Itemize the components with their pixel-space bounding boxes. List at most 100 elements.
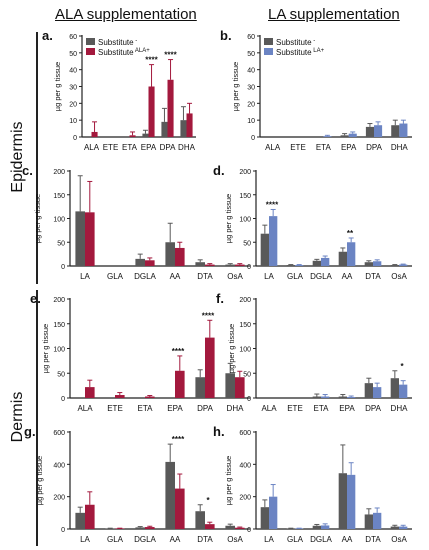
bar-c-AA-s1: [175, 247, 185, 266]
bar-d-DTA-s1: [373, 261, 382, 266]
bar-d-DGLA-s1: [321, 257, 330, 266]
x-tick-label-f: EPA: [339, 404, 355, 413]
bar-e-DPA-s1: [205, 337, 215, 398]
y-tick-label-c: 50: [57, 240, 65, 247]
y-tick-label-b: 10: [247, 118, 255, 125]
panel-letter-b: b.: [220, 28, 232, 43]
y-tick-label-d: 50: [243, 240, 251, 247]
x-tick-label-h: AA: [342, 535, 353, 544]
x-tick-label-a: DPA: [160, 143, 177, 152]
bar-f-DHA-s1: [399, 384, 408, 398]
y-axis-label-d: µg per g tissue: [224, 194, 233, 243]
x-tick-label-d: AA: [342, 272, 353, 281]
significance-d: **: [347, 229, 354, 238]
bar-c-OsA-s1: [235, 264, 245, 266]
bar-a-EPA-s0: [142, 133, 149, 137]
bar-e-ALA-s1: [85, 387, 95, 398]
y-tick-label-h: 200: [239, 495, 251, 502]
y-tick-label-d: 0: [247, 264, 251, 271]
x-tick-label-a: DHA: [178, 143, 196, 152]
bar-d-OsA-s1: [399, 264, 408, 266]
bar-f-ETA-s0: [312, 396, 321, 398]
x-tick-label-b: EPA: [341, 143, 357, 152]
y-tick-label-a: 40: [69, 68, 77, 75]
bar-c-DTA-s1: [205, 264, 215, 266]
significance-g: ****: [172, 435, 185, 444]
x-tick-label-c: AA: [170, 272, 181, 281]
significance-e: ****: [202, 311, 215, 320]
x-tick-label-f: ETA: [314, 404, 330, 413]
y-axis-label-h: µg per g tissue: [224, 456, 233, 505]
y-axis-label-b: µg per g tissue: [231, 62, 240, 111]
bar-f-EPA-s0: [338, 396, 347, 398]
y-tick-label-d: 100: [239, 217, 251, 224]
x-tick-label-f: DPA: [365, 404, 382, 413]
bar-c-DGLA-s0: [135, 258, 145, 266]
bar-a-DHA-s1: [186, 113, 193, 137]
bar-h-OsA-s1: [399, 526, 408, 529]
x-tick-label-f: DHA: [391, 404, 409, 413]
y-tick-label-a: 0: [73, 135, 77, 142]
x-tick-label-g: OsA: [227, 535, 243, 544]
panel-letter-c: c.: [22, 163, 33, 178]
bar-g-OsA-s0: [225, 525, 235, 529]
y-tick-label-h: 400: [239, 462, 251, 469]
x-tick-label-e: EPA: [167, 404, 183, 413]
x-tick-label-c: DGLA: [134, 272, 156, 281]
x-tick-label-d: LA: [264, 272, 274, 281]
x-tick-label-d: DGLA: [310, 272, 332, 281]
bar-f-EPA-s1: [347, 397, 356, 398]
bar-b-DPA-s1: [374, 125, 383, 137]
x-tick-label-a: ETE: [103, 143, 119, 152]
y-tick-label-h: 0: [247, 527, 251, 534]
x-tick-label-c: DTA: [197, 272, 213, 281]
bar-e-ETA-s1: [145, 396, 155, 398]
bar-e-DHA-s0: [225, 373, 235, 398]
y-tick-label-b: 60: [247, 34, 255, 41]
x-tick-label-e: ALA: [77, 404, 93, 413]
bar-d-LA-s0: [260, 233, 269, 266]
x-tick-label-e: DHA: [227, 404, 245, 413]
x-tick-label-c: LA: [80, 272, 90, 281]
legend-swatch-color-la: [264, 48, 273, 55]
bar-h-DTA-s1: [373, 512, 382, 529]
significance-f: *: [400, 362, 404, 371]
bar-c-OsA-s0: [225, 264, 235, 266]
bar-g-DTA-s1: [205, 524, 215, 529]
y-tick-label-g: 400: [53, 462, 65, 469]
x-tick-label-a: ALA: [84, 143, 100, 152]
bar-a-DPA-s1: [167, 79, 174, 137]
x-tick-label-d: OsA: [391, 272, 407, 281]
bar-g-AA-s0: [165, 461, 175, 529]
bar-d-AA-s0: [338, 251, 347, 266]
significance-d: ****: [266, 200, 279, 209]
bar-g-LA-s0: [75, 512, 85, 529]
bar-d-AA-s1: [347, 242, 356, 266]
x-tick-label-f: ALA: [261, 404, 277, 413]
y-tick-label-g: 600: [53, 430, 65, 437]
y-tick-label-g: 200: [53, 495, 65, 502]
y-axis-label-g: µg per g tissue: [35, 456, 44, 505]
y-tick-label-a: 30: [69, 85, 77, 92]
y-tick-label-b: 30: [247, 85, 255, 92]
y-tick-label-b: 0: [251, 135, 255, 142]
legend-label-gray-ala: Substitute -: [98, 38, 137, 47]
bar-d-DGLA-s0: [312, 260, 321, 266]
x-tick-label-d: DTA: [365, 272, 381, 281]
bar-h-AA-s1: [347, 474, 356, 529]
y-tick-label-f: 0: [247, 396, 251, 403]
x-tick-label-g: DTA: [197, 535, 213, 544]
legend-label-color-la: Substitute LA+: [276, 48, 325, 57]
x-tick-label-g: DGLA: [134, 535, 156, 544]
bar-f-DPA-s1: [373, 387, 382, 398]
significance-a: ****: [145, 56, 158, 65]
y-tick-label-a: 60: [69, 34, 77, 41]
bar-f-ETA-s1: [321, 396, 330, 398]
bar-d-GLA-s0: [286, 265, 295, 266]
x-tick-label-h: LA: [264, 535, 274, 544]
bar-d-DTA-s0: [364, 262, 373, 266]
bar-b-DHA-s0: [391, 125, 400, 137]
x-tick-label-h: DTA: [365, 535, 381, 544]
y-tick-label-c: 0: [61, 264, 65, 271]
